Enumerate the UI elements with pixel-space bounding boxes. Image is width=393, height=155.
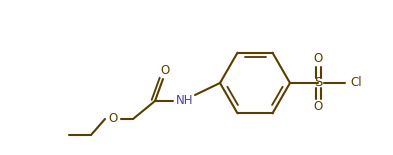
Text: S: S — [314, 77, 322, 89]
Text: Cl: Cl — [350, 77, 362, 89]
Text: O: O — [108, 113, 118, 126]
Text: O: O — [313, 100, 323, 113]
Text: O: O — [313, 53, 323, 66]
Text: O: O — [160, 64, 170, 78]
Text: NH: NH — [176, 95, 194, 108]
